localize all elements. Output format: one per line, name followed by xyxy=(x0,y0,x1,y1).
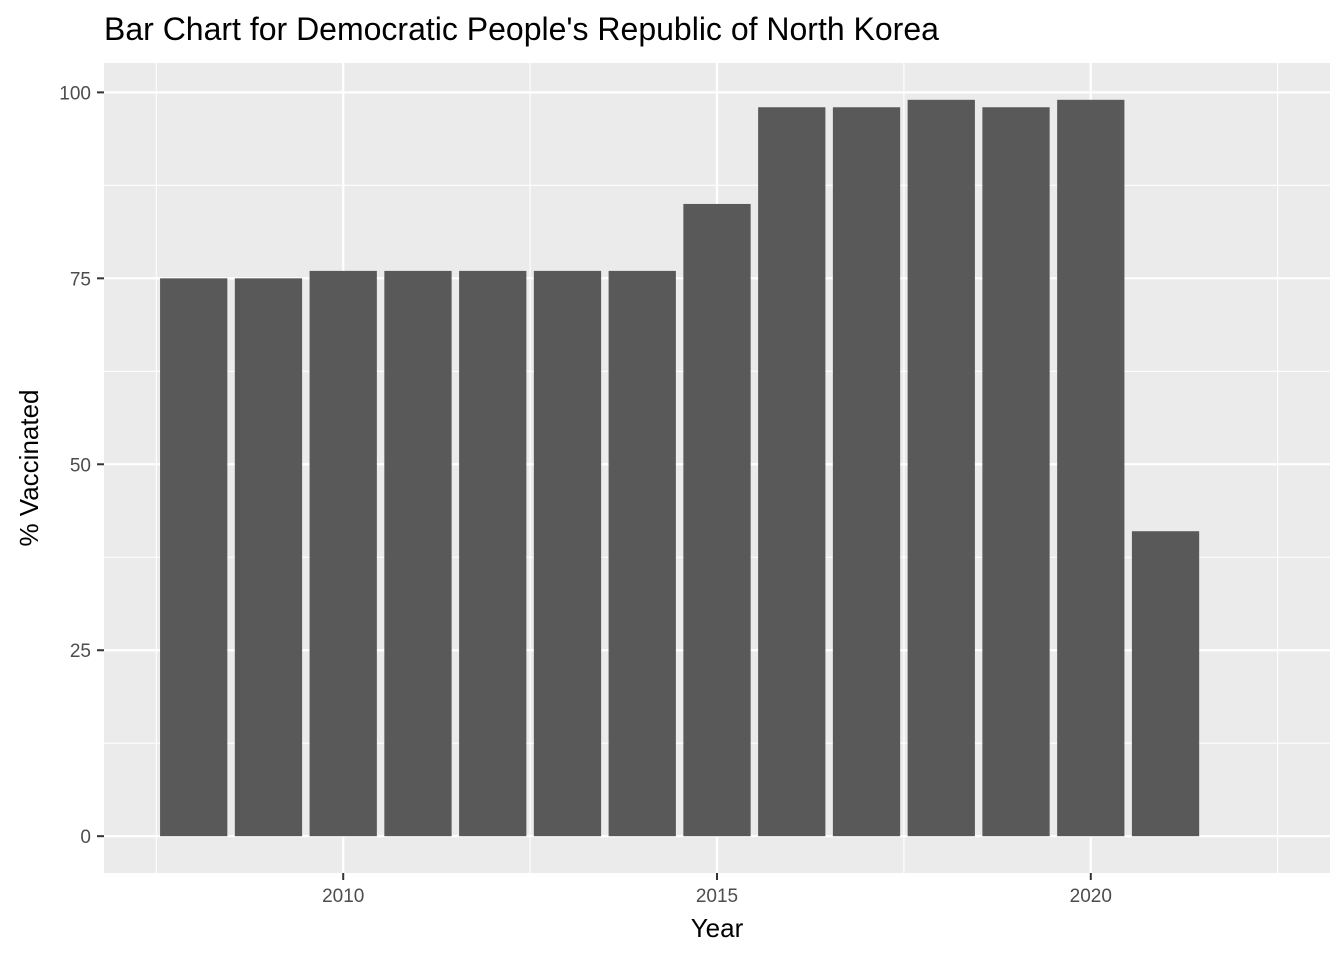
bar-2012 xyxy=(459,270,527,837)
x-tick-label: 2010 xyxy=(322,886,364,907)
y-tick-label: 75 xyxy=(70,269,91,290)
x-axis-title: Year xyxy=(691,913,744,943)
bar-2018 xyxy=(907,99,975,837)
bar-2013 xyxy=(533,270,602,837)
y-axis-title: % Vaccinated xyxy=(14,389,44,546)
bar-2020 xyxy=(1057,99,1125,837)
chart-title: Bar Chart for Democratic People's Republ… xyxy=(104,11,939,47)
bar-2015 xyxy=(683,203,751,837)
bars xyxy=(160,99,1200,837)
bar-2009 xyxy=(234,278,303,837)
x-tick-label: 2015 xyxy=(696,886,738,907)
y-axis: 0 25 50 75 100 xyxy=(59,83,104,848)
y-tick-label: 25 xyxy=(70,641,91,662)
bar-2010 xyxy=(309,270,377,837)
bar-2011 xyxy=(384,270,452,837)
y-tick-label: 0 xyxy=(80,827,91,848)
bar-2021 xyxy=(1131,531,1200,837)
y-tick-label: 50 xyxy=(70,455,91,476)
bar-2019 xyxy=(982,107,1050,837)
bar-2014 xyxy=(608,270,676,837)
x-axis: 2010 2015 2020 xyxy=(322,873,1112,907)
bar-2008 xyxy=(160,278,228,837)
x-tick-label: 2020 xyxy=(1070,886,1112,907)
bar-2017 xyxy=(832,107,901,837)
y-tick-label: 100 xyxy=(59,83,91,104)
bar-2016 xyxy=(758,107,826,837)
